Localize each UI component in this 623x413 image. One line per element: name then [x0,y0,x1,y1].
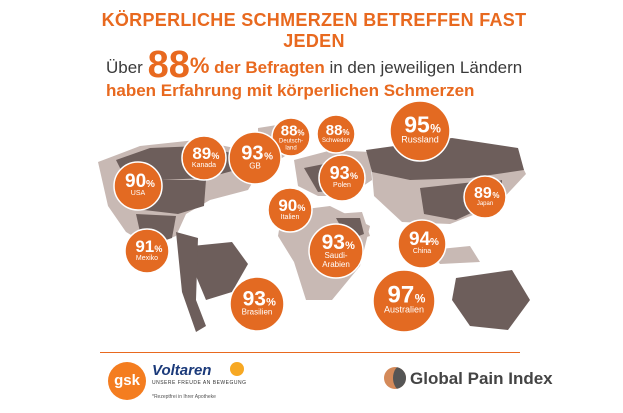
bubble-label: Deutsch- [279,138,303,144]
bubble-russland: 95 %Russland [389,100,451,162]
subtitle-line2: haben Erfahrung mit körperlichen Schmerz… [106,81,475,100]
bubble-value: 94 [409,229,431,250]
bubble-label: Schweden [322,138,350,144]
bubble-mexiko: 91 %Mexiko [124,228,170,274]
voltaren-note: *Rezeptfrei in Ihrer Apotheke [152,394,216,400]
subtitle-bold: der Befragten [214,58,325,77]
bubble-circle [228,131,282,185]
bubble-unit: % [297,128,304,137]
bubble-unit: % [297,203,305,213]
bubble-unit: % [342,128,349,137]
voltaren-logo: Voltaren [152,362,212,379]
bubble-value: 95 [404,112,430,138]
bubble-label: USA [131,190,146,197]
bubble-deutschland: 88 %Deutsch-land [271,117,311,157]
bubble-circle [181,135,227,181]
bubble-schweden: 88 %Schweden [316,114,356,154]
bubble-value: 90 [278,196,297,215]
bubble-brasilien: 93 %Brasilien [229,276,285,332]
bubble-label: GB [249,161,261,170]
bubble-unit: % [430,122,441,136]
bubble-unit: % [154,244,162,254]
bubble-label: Brasilien [242,307,273,316]
bubble-china: 94 %China [397,219,447,269]
south-america-shape [176,232,206,332]
bubble-circle [124,228,170,274]
bubble-label: Russland [401,135,439,145]
bubble-value: 93 [241,142,263,164]
bubble-circle [318,154,366,202]
bubble-unit: % [345,240,355,252]
bubble-japan: 89 %Japan [463,175,507,219]
voltaren-sun-icon [230,362,244,376]
bubble-circle [463,175,507,219]
bubble-unit: % [430,237,439,248]
bubble-label: Saudi- [324,251,347,260]
bubble-value: 91 [135,237,154,256]
bubble-unit: % [415,292,426,306]
bubble-saudiarabien: 93 %Saudi-Arabien [308,223,364,279]
australia-shape [452,270,530,330]
bubble-label: Japan [477,201,493,207]
subtitle-rest: in den jeweiligen Ländern [329,58,523,77]
bubble-gb: 93 %GB [228,131,282,185]
voltaren-tagline: UNSERE FREUDE AN BEWEGUNG [152,380,247,386]
bubble-label: Arabien [322,260,350,269]
bubble-label: China [413,248,431,255]
bubble-value: 97 [388,282,415,309]
global-pain-index-icon [384,367,406,389]
bubble-circle [372,269,436,333]
bubble-unit: % [350,171,358,181]
subtitle-big-number: 88 [147,44,190,86]
bubble-italien: 90 %Italien [267,187,313,233]
bubble-value: 89 [192,144,211,163]
bubble-label: Polen [333,182,351,189]
bubble-unit: % [146,179,155,190]
global-pain-index-logo: Global Pain Index [410,369,553,388]
bubble-circle [113,161,163,211]
bubble-kanada: 89 %Kanada [181,135,227,181]
bubble-value: 93 [243,287,266,310]
bubble-value: 88 [326,122,343,139]
subtitle-prefix: Über [106,58,143,77]
bubble-circle [308,223,364,279]
subtitle-percent: % [189,53,210,78]
bubble-unit: % [266,296,276,308]
bubble-label: Mexiko [136,255,158,262]
bubble-circle [316,114,356,154]
gsk-logo: gsk [108,362,146,400]
bubble-unit: % [211,151,219,161]
bubble-value: 88 [281,122,298,139]
bubble-value: 93 [322,231,345,254]
footer-divider [100,352,520,353]
bubble-circle [397,219,447,269]
bubble-polen: 93 %Polen [318,154,366,202]
bubble-value: 90 [125,171,146,192]
page-title: KÖRPERLICHE SCHMERZEN BETREFFEN FAST JED… [101,10,527,51]
bubble-circle [389,100,451,162]
bubble-value: 93 [330,163,350,183]
bubble-value: 89 [474,185,492,202]
bubble-label: Kanada [192,162,216,169]
bubble-unit: % [492,191,499,200]
bubble-label: land [285,145,296,151]
bubble-australien: 97 %Australien [372,269,436,333]
bubble-circle [229,276,285,332]
subtitle: Über 88% der Befragten in den jeweiligen… [106,46,526,102]
bubble-unit: % [264,151,273,162]
bubble-circle [271,117,311,157]
bubble-label: Australien [384,305,424,315]
brazil-shape [192,242,248,300]
bubble-circle [267,187,313,233]
bubble-label: Italien [281,214,300,221]
bubble-usa: 90 %USA [113,161,163,211]
